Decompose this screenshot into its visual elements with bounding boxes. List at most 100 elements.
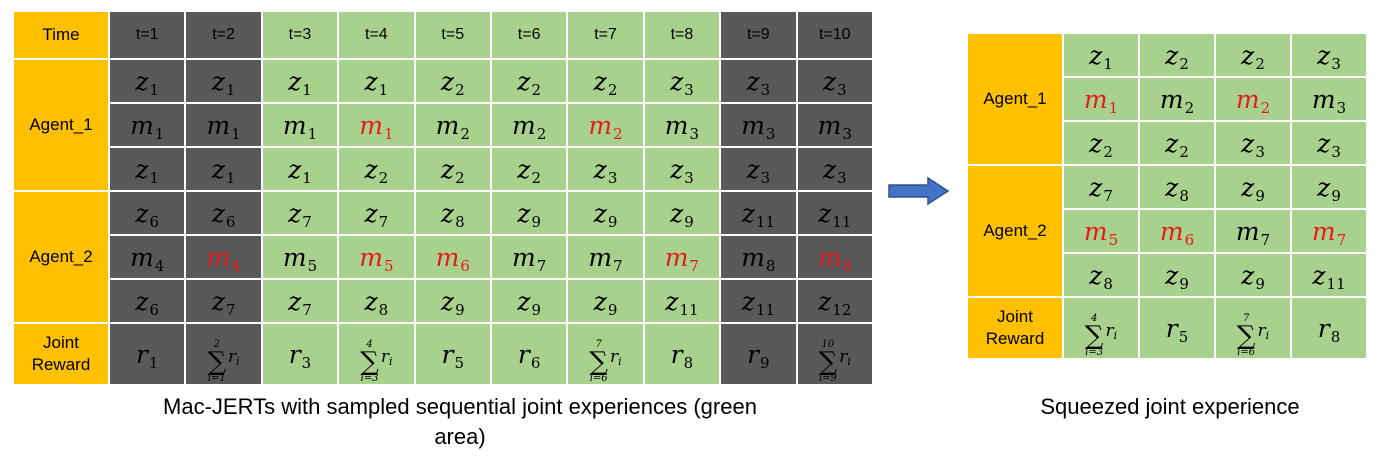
symbol-subscript: 6 <box>530 353 541 372</box>
symbol-subscript: 3 <box>301 353 312 372</box>
symbol-base: z <box>1089 260 1103 290</box>
symbol-base: z <box>818 286 832 316</box>
experience-cell: m2 <box>1138 76 1216 122</box>
symbol-subscript: 1 <box>307 124 318 143</box>
symbol-subscript: 2 <box>1103 142 1113 161</box>
symbol-subscript: 2 <box>607 80 618 99</box>
symbol-subscript: 2 <box>536 124 547 143</box>
time-step-header: t=8 <box>642 10 722 60</box>
reward-cell: r1 <box>107 322 187 386</box>
experience-cell: z11 <box>642 278 722 324</box>
agent-row: Agent_1 z1 z1 z1 z1 z2 z2 z2 z3 z3 z3 <box>12 58 875 192</box>
summation-limits: 7 ∑ i=6 <box>1237 314 1256 358</box>
symbol-subscript: 7 <box>613 256 623 275</box>
sum-term-base: r <box>839 347 848 367</box>
summation-limits: 10 ∑ i=9 <box>819 340 838 384</box>
experience-cell: m3 <box>642 102 722 148</box>
symbol-base: m <box>512 110 536 140</box>
symbol-base: m <box>664 110 689 140</box>
sum-upper: 7 <box>595 339 602 350</box>
symbol-base: m <box>435 242 460 272</box>
experience-cell: z2 <box>413 146 492 192</box>
sigma-symbol: ∑ <box>1236 321 1256 351</box>
right-arrow-icon <box>888 176 950 206</box>
symbol-base: z <box>288 286 302 316</box>
summation: 7 ∑ i=6 ri <box>589 340 621 384</box>
symbol-subscript: 9 <box>607 212 618 231</box>
symbol-subscript: 9 <box>684 212 694 231</box>
experience-cell: z6 <box>184 190 263 236</box>
experience-cell: m4 <box>184 234 263 280</box>
symbol-subscript: 2 <box>613 124 623 143</box>
symbol-base: z <box>670 198 684 228</box>
experience-cell: z3 <box>642 146 722 192</box>
agent-row: z2 z2 z3 z3 <box>967 120 1368 166</box>
sum-lower: i=3 <box>1085 347 1104 358</box>
experience-cell: z9 <box>566 278 645 324</box>
symbol-subscript: 1 <box>302 80 312 99</box>
experience-cell: z2 <box>1214 32 1292 78</box>
sum-term-sub: i <box>1265 329 1270 342</box>
symbol-base: z <box>593 154 607 184</box>
time-step-header: t=1 <box>107 10 187 60</box>
symbol-subscript: 3 <box>765 124 776 143</box>
time-step-header: t=3 <box>260 10 340 60</box>
symbol-subscript: 7 <box>1336 230 1347 249</box>
reward-cell: r5 <box>1138 296 1216 360</box>
sum-term: ri <box>1257 321 1270 342</box>
symbol-subscript: 8 <box>842 256 852 275</box>
joint-reward-row: Joint Reward 4 ∑ i=3 ri r5 7 ∑ i=6 ri r8 <box>966 296 1368 360</box>
symbol-subscript: 2 <box>1179 142 1189 161</box>
joint-reward-label: Joint Reward <box>966 296 1064 360</box>
symbol-base: m <box>206 242 231 272</box>
experience-cell: m4 <box>107 234 187 280</box>
symbol-subscript: 4 <box>154 256 165 275</box>
sum-term: ri <box>1105 321 1117 342</box>
summation: 4 ∑ i=3 ri <box>360 340 392 384</box>
time-header-row: Time t=1 t=2 t=3 t=4 t=5 t=6 t=7 t=8 t=9 t=10 <box>12 10 875 60</box>
symbol-base: m <box>588 242 613 272</box>
symbol-subscript: 5 <box>1178 327 1189 346</box>
experience-cell: z1 <box>260 58 340 104</box>
reward-cell: 4 ∑ i=3 ri <box>337 322 416 386</box>
reward-cell: r8 <box>1290 296 1368 360</box>
reward-cell: r3 <box>260 322 340 386</box>
symbol-base: z <box>211 66 225 96</box>
experience-cell: z9 <box>489 278 569 324</box>
agent-label: Agent_1 <box>12 58 110 192</box>
symbol-base: z <box>364 198 378 228</box>
symbol-base: z <box>1317 128 1331 158</box>
symbol-base: z <box>818 198 832 228</box>
sum-term-sub: i <box>847 355 851 368</box>
symbol-base: z <box>746 66 760 96</box>
summation-limits: 4 ∑ i=3 <box>1085 314 1104 358</box>
experience-cell: z11 <box>795 190 875 236</box>
symbol-subscript: 2 <box>455 80 465 99</box>
experience-cell: m7 <box>566 234 645 280</box>
agent-row: m1 m2 m2 m3 <box>967 76 1368 122</box>
experience-cell: m7 <box>489 234 569 280</box>
symbol-subscript: 2 <box>378 168 389 187</box>
symbol-base: m <box>741 242 765 272</box>
time-step-header: t=10 <box>795 10 875 60</box>
sum-term-sub: i <box>388 355 393 368</box>
symbol-subscript: 11 <box>679 300 699 319</box>
sum-term-sub: i <box>236 355 240 368</box>
symbol-base: z <box>440 198 455 228</box>
reward-cell: r9 <box>719 322 798 386</box>
symbol-base: z <box>1165 128 1179 158</box>
symbol-subscript: 8 <box>455 212 465 231</box>
reward-cell: 4 ∑ i=3 ri <box>1062 296 1140 360</box>
experience-cell: z7 <box>1062 164 1140 210</box>
symbol-base: z <box>822 66 837 96</box>
symbol-base: m <box>282 242 307 272</box>
experience-cell: m6 <box>1138 208 1216 254</box>
symbol-base: z <box>288 66 302 96</box>
sigma-symbol: ∑ <box>818 347 838 377</box>
symbol-subscript: 3 <box>760 80 771 99</box>
experience-cell: z3 <box>1290 32 1368 78</box>
experience-cell: m7 <box>1214 208 1292 254</box>
symbol-base: r <box>441 339 454 369</box>
symbol-subscript: 9 <box>1255 186 1265 205</box>
experience-cell: m2 <box>489 102 569 148</box>
